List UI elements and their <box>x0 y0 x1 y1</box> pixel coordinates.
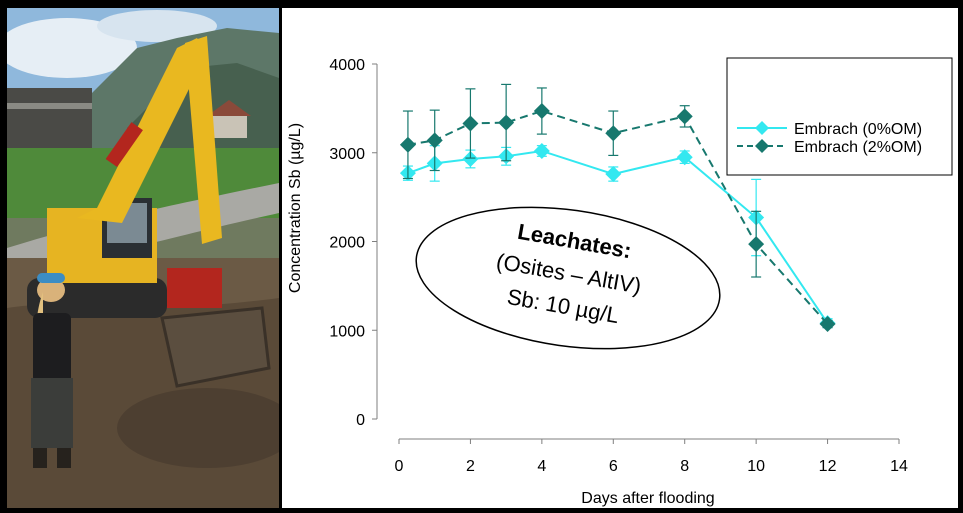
chart-panel: 0 1000 2000 3000 4000 0 2 4 6 8 10 12 14 Concentrat… <box>282 8 958 508</box>
y-tick-label: 1000 <box>329 323 365 340</box>
data-point-marker <box>605 166 622 183</box>
x-tick-label: 12 <box>819 458 837 475</box>
legend-marker <box>755 139 769 153</box>
legend-label: Embrach (2%OM) <box>794 139 922 156</box>
y-tick-label: 0 <box>356 412 365 429</box>
chart-axes: 0 1000 2000 3000 4000 0 2 4 6 8 10 12 14 <box>329 57 908 475</box>
photo-person-boot <box>33 448 47 468</box>
data-point-marker <box>605 125 622 142</box>
leachates-annotation: Leachates: (Osites – AltIV) Sb: 10 µg/L <box>415 206 721 350</box>
y-axis-label: Concentration Sb (µg/L) <box>287 123 304 293</box>
data-point-marker <box>533 103 550 120</box>
x-tick-label: 10 <box>747 458 765 475</box>
x-tick-label: 0 <box>395 458 404 475</box>
chart-legend: Embrach (0%OM)Embrach (2%OM) <box>726 57 953 176</box>
legend-label: Embrach (0%OM) <box>794 121 922 138</box>
photo-building-band <box>7 103 92 109</box>
photo-excavator-logo <box>105 122 143 168</box>
y-tick-label: 2000 <box>329 235 365 252</box>
excavator-photo-illustration <box>7 8 279 508</box>
data-point-marker <box>399 136 416 153</box>
data-point-marker <box>676 149 693 166</box>
x-tick-label: 6 <box>609 458 618 475</box>
series-2 <box>399 83 836 333</box>
data-point-marker <box>533 142 550 159</box>
photo-roof <box>207 100 251 116</box>
x-tick-label: 4 <box>537 458 546 475</box>
data-point-marker <box>498 114 515 131</box>
x-tick-label: 8 <box>680 458 689 475</box>
x-axis-label: Days after flooding <box>581 490 714 507</box>
photo-person-shirt <box>33 313 71 383</box>
y-tick-label: 3000 <box>329 146 365 163</box>
legend-marker <box>755 121 769 135</box>
x-tick-label: 2 <box>466 458 475 475</box>
data-point-marker <box>462 115 479 132</box>
photo-person-pants <box>31 378 73 448</box>
series-layer <box>399 83 836 333</box>
data-point-marker <box>819 316 836 333</box>
photo-excavator-bucket <box>160 306 271 388</box>
data-point-marker <box>748 236 765 253</box>
x-ticks: 0 2 4 6 8 10 12 14 <box>395 439 908 475</box>
photo-cloud <box>97 10 217 42</box>
sb-concentration-chart: 0 1000 2000 3000 4000 0 2 4 6 8 10 12 14 Concentrat… <box>287 57 953 507</box>
site-photo <box>7 8 279 508</box>
data-point-marker <box>462 150 479 167</box>
x-tick-label: 14 <box>890 458 908 475</box>
legend-box <box>726 57 953 176</box>
photo-dirt-mound <box>117 388 279 468</box>
photo-person-boot <box>57 448 71 468</box>
photo-excavator-arm <box>185 36 222 244</box>
legend-item: Embrach (0%OM) <box>737 121 922 138</box>
photo-house <box>212 113 247 138</box>
legend-item: Embrach (2%OM) <box>737 139 922 156</box>
y-ticks: 0 1000 2000 3000 4000 <box>329 57 377 429</box>
y-tick-label: 4000 <box>329 57 365 74</box>
data-point-marker <box>426 132 443 149</box>
photo-excavator-coupler <box>167 268 222 308</box>
photo-person-head <box>37 278 65 302</box>
series-line <box>407 109 829 325</box>
annotation-ellipse <box>415 206 721 350</box>
photo-person-cap <box>37 273 65 283</box>
data-point-marker <box>676 108 693 125</box>
